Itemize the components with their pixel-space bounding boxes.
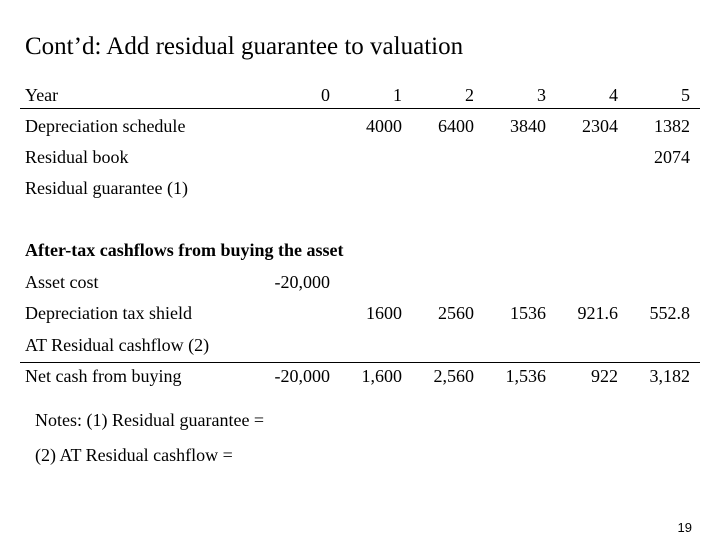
- section-title: After-tax cashflows from buying the asse…: [25, 240, 344, 260]
- slide-title: Cont’d: Add residual guarantee to valuat…: [25, 33, 464, 60]
- note: Notes: (1) Residual guarantee =: [35, 410, 265, 430]
- row-label: Depreciation schedule: [25, 116, 186, 136]
- row-label: Net cash from buying: [25, 366, 182, 386]
- row-label: Asset cost: [25, 272, 99, 292]
- total-rule: [20, 362, 700, 363]
- cell: 1,536: [505, 366, 547, 386]
- cell: 1382: [654, 116, 690, 136]
- cell: 2304: [582, 116, 618, 136]
- row-label: Residual book: [25, 147, 129, 167]
- cell: 4: [609, 85, 618, 105]
- cell: 3,182: [649, 366, 691, 386]
- cell: 922: [591, 366, 618, 386]
- cell: 1,600: [361, 366, 403, 386]
- cell: 5: [681, 85, 690, 105]
- cell: 2,560: [433, 366, 475, 386]
- header-label: Year: [25, 85, 59, 105]
- cell: 2560: [438, 303, 474, 323]
- row-label: AT Residual cashflow (2): [25, 335, 210, 355]
- cell: -20,000: [274, 366, 331, 386]
- row-label: Residual guarantee (1): [25, 178, 188, 198]
- cell: 2074: [654, 147, 690, 167]
- cell: 6400: [438, 116, 474, 136]
- page-number: 19: [677, 520, 692, 535]
- cell: 3: [537, 85, 546, 105]
- cell: 4000: [366, 116, 402, 136]
- header-rule: [20, 108, 700, 109]
- cell: 3840: [510, 116, 546, 136]
- cell: 1: [393, 85, 402, 105]
- cell: 1536: [510, 303, 546, 323]
- cell: 552.8: [649, 303, 691, 323]
- cell: 0: [321, 85, 330, 105]
- cell: 2: [465, 85, 474, 105]
- cell: 921.6: [577, 303, 619, 323]
- cell: -20,000: [274, 272, 331, 292]
- cell: 1600: [366, 303, 402, 323]
- note: (2) AT Residual cashflow =: [35, 445, 233, 465]
- row-label: Depreciation tax shield: [25, 303, 192, 323]
